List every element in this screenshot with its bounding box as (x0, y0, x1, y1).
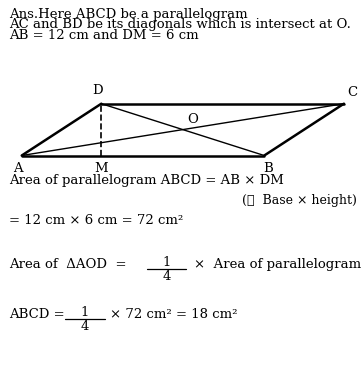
Text: D: D (92, 84, 103, 97)
Text: = 12 cm × 6 cm = 72 cm²: = 12 cm × 6 cm = 72 cm² (9, 214, 183, 227)
Text: 1: 1 (162, 256, 171, 269)
Text: AC and BD be its diagonals which is intersect at O.: AC and BD be its diagonals which is inte… (9, 18, 351, 31)
Text: Area of  ΔAOD  =: Area of ΔAOD = (9, 258, 127, 271)
Text: M: M (94, 162, 108, 175)
Text: Ans.Here ABCD be a parallelogram: Ans.Here ABCD be a parallelogram (9, 8, 248, 21)
Text: 4: 4 (81, 320, 89, 333)
Text: 4: 4 (162, 270, 171, 283)
Text: AB = 12 cm and DM = 6 cm: AB = 12 cm and DM = 6 cm (9, 29, 199, 42)
Text: × 72 cm² = 18 cm²: × 72 cm² = 18 cm² (110, 308, 238, 321)
Text: C: C (347, 86, 357, 99)
Text: (∴  Base × height): (∴ Base × height) (242, 194, 357, 207)
Text: B: B (263, 162, 273, 175)
Text: A: A (13, 162, 23, 175)
Text: 1: 1 (81, 306, 89, 319)
Text: ABCD =: ABCD = (9, 308, 69, 321)
Text: ×  Area of parallelogram: × Area of parallelogram (194, 258, 361, 271)
Text: Area of parallelogram ABCD = AB × DM: Area of parallelogram ABCD = AB × DM (9, 174, 284, 187)
Text: O: O (188, 113, 198, 126)
